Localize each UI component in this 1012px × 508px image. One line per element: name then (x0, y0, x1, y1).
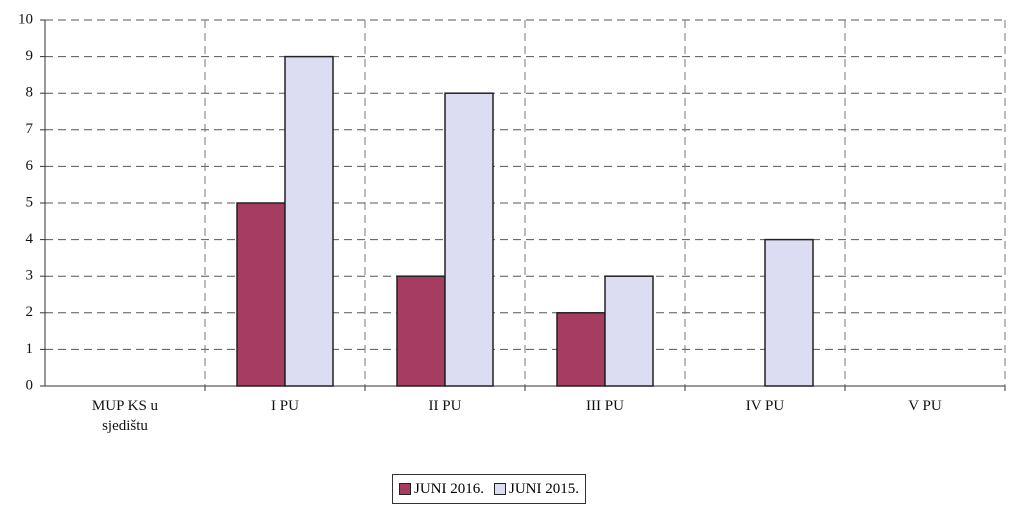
x-tick-label: III PU (586, 398, 624, 414)
y-tick-label: 1 (26, 341, 34, 357)
bar (556, 312, 606, 387)
y-tick-label: 8 (26, 85, 34, 101)
legend-label: JUNI 2015. (509, 480, 579, 497)
legend-item: JUNI 2015. (494, 481, 579, 498)
legend-swatch (399, 483, 411, 496)
y-tick-label: 0 (26, 377, 34, 393)
bar (396, 275, 446, 387)
y-tick-label: 7 (26, 121, 34, 137)
x-tick-label: IV PU (745, 398, 785, 414)
y-tick-label: 6 (26, 158, 34, 174)
x-tick-label: MUP KS u sjedištu (91, 398, 159, 434)
bar (236, 202, 286, 387)
y-tick-label: 2 (26, 304, 34, 320)
x-tick-label: I PU (271, 398, 299, 414)
legend-label: JUNI 2016. (414, 480, 484, 497)
y-tick-label: 10 (18, 11, 33, 27)
bar (604, 275, 654, 387)
legend: JUNI 2016. JUNI 2015. (392, 474, 586, 504)
x-tick-label: II PU (428, 398, 462, 414)
bar (764, 238, 814, 387)
y-tick-label: 4 (26, 231, 34, 247)
y-tick-label: 5 (26, 194, 34, 210)
legend-swatch (494, 483, 506, 496)
bar (284, 55, 334, 387)
bar (444, 92, 494, 387)
y-tick-label: 3 (26, 268, 34, 284)
x-tick-label: V PU (908, 398, 942, 414)
legend-item: JUNI 2016. (399, 481, 484, 498)
y-tick-label: 9 (26, 48, 34, 64)
